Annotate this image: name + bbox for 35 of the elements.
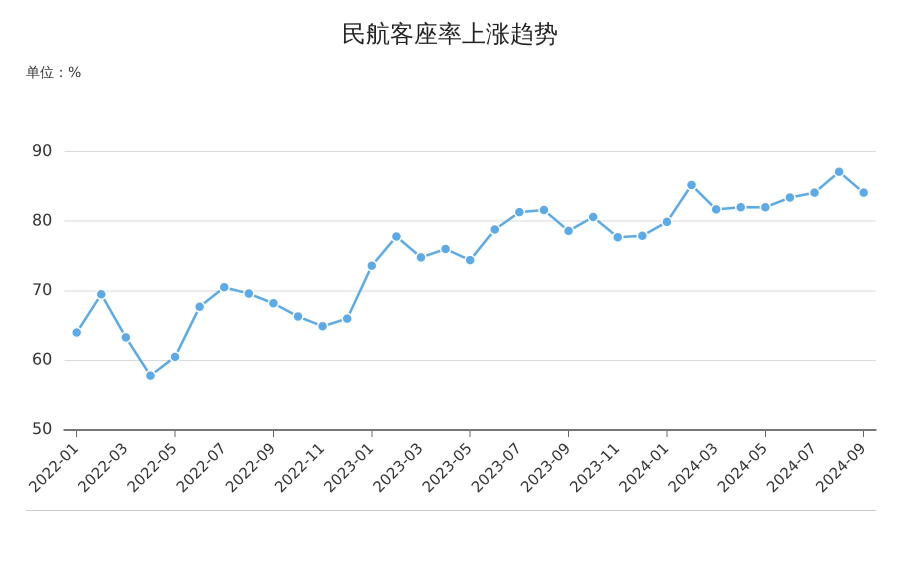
point	[538, 204, 550, 216]
point	[686, 179, 698, 191]
point	[562, 225, 574, 237]
point	[120, 332, 132, 344]
point	[710, 204, 722, 216]
point	[661, 216, 673, 228]
point	[169, 351, 181, 363]
point	[858, 186, 870, 198]
point	[194, 301, 206, 313]
point	[366, 260, 378, 272]
point	[144, 370, 156, 382]
point	[489, 224, 501, 236]
point	[587, 211, 599, 223]
y-axis-title: 单位：%	[26, 64, 82, 82]
point	[292, 310, 304, 322]
point	[390, 230, 402, 242]
point	[415, 252, 427, 264]
point	[243, 288, 255, 300]
point	[464, 254, 476, 266]
point	[341, 312, 353, 324]
point	[218, 282, 230, 294]
chart-title: 民航客座率上涨趋势	[341, 19, 559, 50]
y-tick-label: 60	[32, 350, 52, 369]
y-tick-label: 80	[32, 210, 52, 230]
point	[612, 231, 624, 243]
point	[808, 186, 820, 198]
point	[784, 192, 796, 204]
point	[96, 288, 107, 300]
point	[70, 326, 82, 338]
y-tick-label: 50	[32, 419, 52, 438]
y-tick-label: 70	[32, 280, 52, 299]
point	[440, 243, 452, 255]
point	[514, 206, 526, 218]
point	[833, 166, 845, 178]
y-tick-label: 90	[32, 140, 52, 160]
